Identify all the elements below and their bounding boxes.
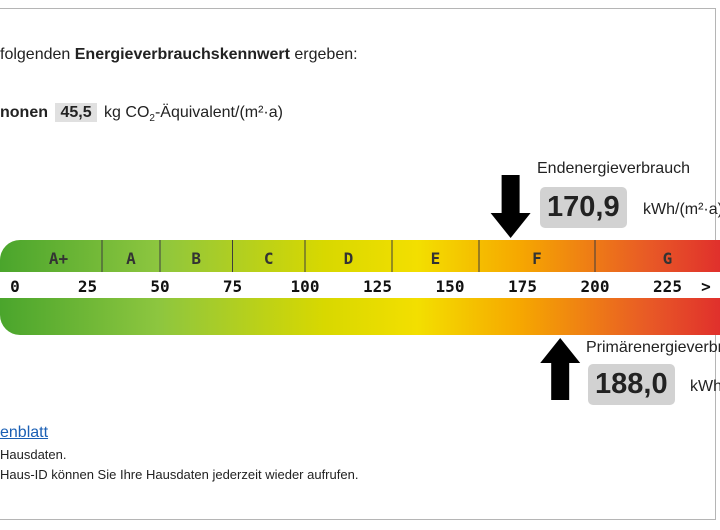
class-label: F [532,249,542,268]
co2-unit: 2 [149,113,155,125]
intro: folgenden Energieverbrauchskennwert erge… [0,46,358,64]
footer-text: Hausdaten. [0,447,67,462]
tick-overflow: > [701,277,711,296]
class-label: G [663,249,673,268]
intro-bold: Energieverbrauchskennwert [74,46,290,63]
tick-label: 200 [581,277,610,296]
class-label: C [264,249,274,268]
primary-energy-unit: kWh/(m²·a) [690,378,720,395]
intro-text: folgenden [0,46,71,63]
tick-label: 225 [653,277,682,296]
final-energy-value: 170,9 [540,187,627,228]
class-label: A [126,249,136,268]
final-energy-title: Endenergieverbrauch [537,160,690,177]
class-label: D [344,249,354,268]
tick-label: 100 [291,277,320,296]
tick-label: 175 [508,277,537,296]
tick-label: 150 [436,277,465,296]
primary-energy-arrow [540,338,581,400]
primary-energy-title: Primärenergieverbrauch [586,339,720,356]
co2-value: 45,5 [55,103,97,122]
co2-label: nonen [0,104,48,121]
co2-line: nonen 45,5 kg CO2-Äquivalent/(m²·a) [0,103,283,125]
footer-text: Haus-ID können Sie Ihre Hausdaten jederz… [0,467,359,482]
final-energy-arrow [490,175,531,238]
final-energy-unit: kWh/(m²·a) [643,201,720,218]
tick-row [0,272,720,298]
primary-energy-value: 188,0 [588,364,675,405]
intro-text: ergeben: [294,46,358,63]
co2-unit: -Äquivalent/(m²·a) [154,104,283,121]
tick-label: 0 [10,277,20,296]
footer-link[interactable]: enblatt [0,424,49,441]
tick-label: 50 [150,277,169,296]
class-label: E [431,249,441,268]
class-label: B [191,249,201,268]
co2-unit: kg CO [104,104,150,121]
tick-label: 125 [363,277,392,296]
class-label: A+ [49,249,69,268]
tick-label: 75 [223,277,242,296]
tick-label: 25 [78,277,97,296]
